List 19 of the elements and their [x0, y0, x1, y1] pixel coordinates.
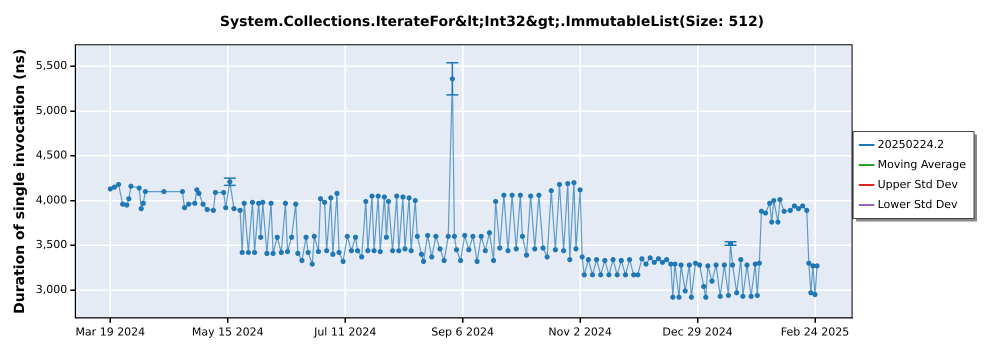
legend-label: Moving Average [878, 158, 966, 171]
legend-label: Lower Std Dev [878, 198, 958, 211]
legend-label: 20250224.2 [878, 138, 944, 151]
y-tick-label: 4,500 [36, 148, 68, 162]
y-tick-label: 3,500 [36, 238, 68, 252]
x-tick-label: Jul 11 2024 [313, 325, 376, 338]
x-tick-label: Nov 2 2024 [548, 325, 612, 338]
y-tick-label: 5,000 [36, 104, 68, 117]
y-axis-title: Duration of single invocation (ns) [12, 48, 28, 314]
x-tick-label: Dec 29 2024 [662, 325, 733, 338]
y-tick-label: 3,000 [36, 282, 68, 296]
legend-label: Upper Std Dev [878, 178, 958, 191]
x-tick-label: Mar 19 2024 [75, 325, 146, 338]
x-tick-label: Feb 24 2025 [780, 325, 850, 338]
chart-title: System.Collections.IterateFor&lt;Int32&gt;.ImmutableList(Size: 512) [220, 14, 764, 30]
x-tick-label: May 15 2024 [192, 325, 264, 338]
y-tick-label: 4,000 [36, 193, 68, 206]
y-tick-label: 5,500 [36, 59, 68, 72]
x-tick-label: Sep 6 2024 [431, 325, 494, 338]
